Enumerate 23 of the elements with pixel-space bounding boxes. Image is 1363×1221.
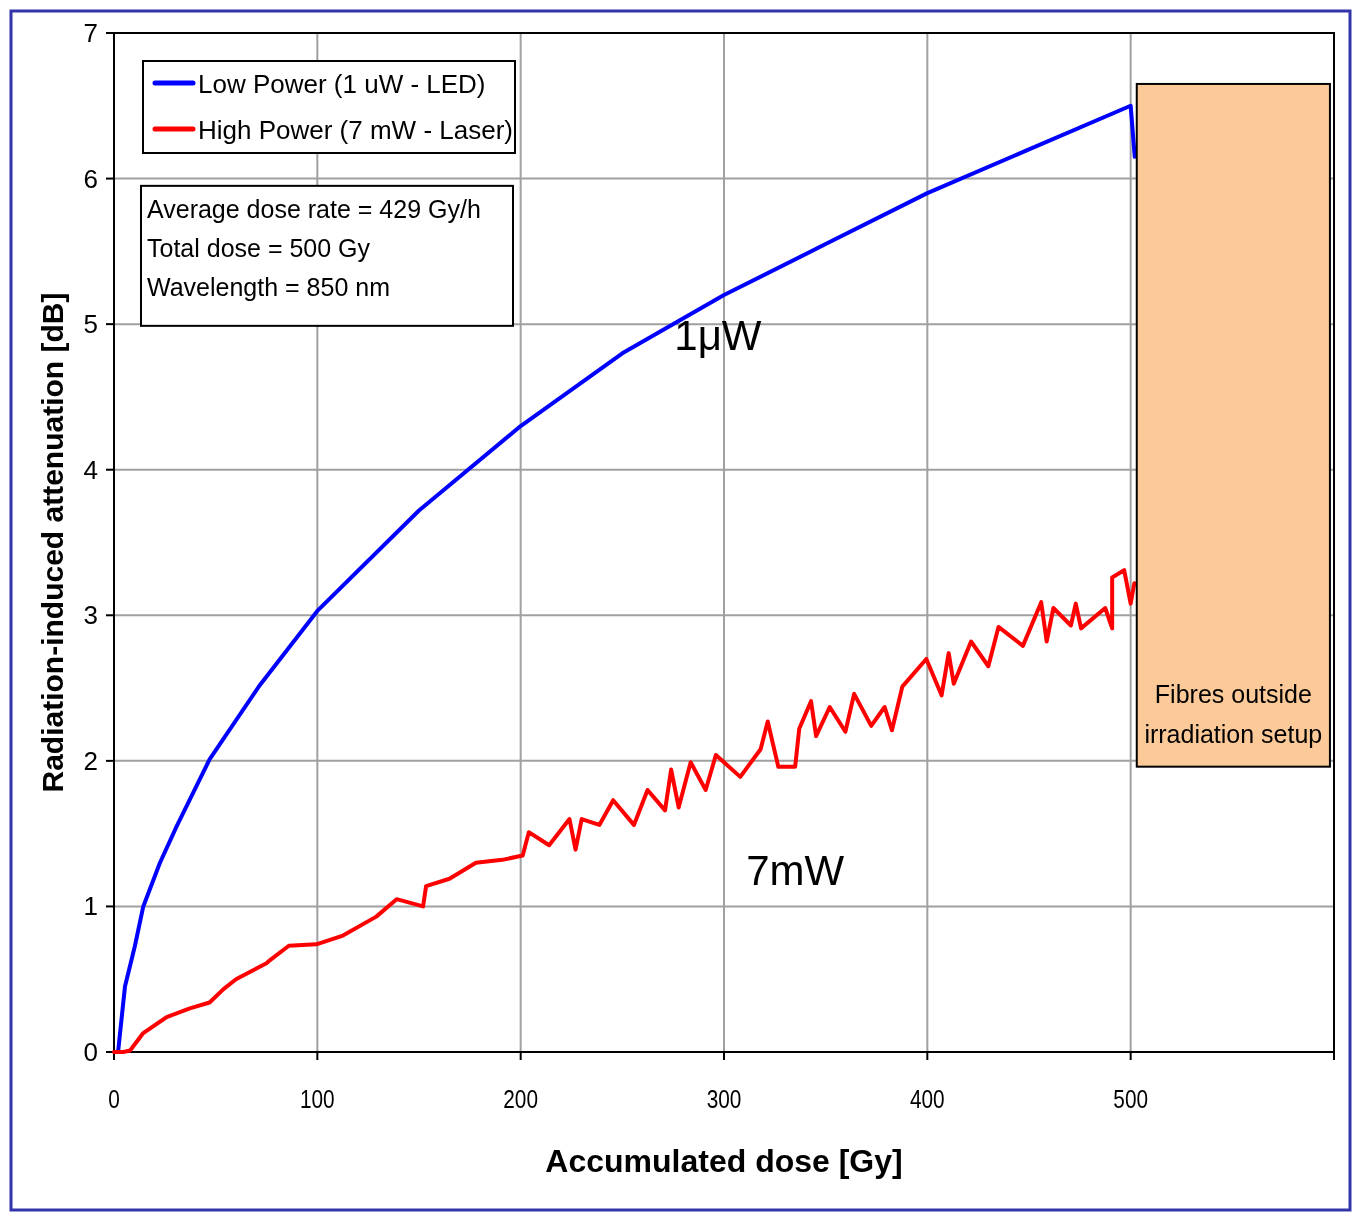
y-tick-label: 7 <box>83 18 98 48</box>
y-tick-label: 1 <box>83 891 98 922</box>
x-tick-label: 300 <box>706 1084 742 1114</box>
y-tick-label: 4 <box>83 454 98 485</box>
x-tick-label: 400 <box>909 1084 945 1114</box>
annotation: Fibres outside irradiation setup <box>1144 679 1323 748</box>
annotation: 1μW <box>674 312 762 360</box>
x-tick-label: 500 <box>1113 1084 1149 1114</box>
legend-label: Low Power (1 uW - LED) <box>198 69 486 99</box>
y-axis-title: Radiation-induced attenuation [dB] <box>36 292 69 793</box>
x-tick-label: 100 <box>299 1084 335 1114</box>
y-tick-label: 5 <box>83 309 98 340</box>
annotation: Average dose rate = 429 Gy/h Total dose = 500 Gy Wavelength = 850 nm <box>147 194 481 301</box>
annotation: 7mW <box>746 846 845 894</box>
y-tick-label: 2 <box>83 745 98 776</box>
y-tick-label: 0 <box>83 1037 98 1067</box>
line-series <box>112 568 1137 1054</box>
x-tick-label: 0 <box>108 1084 120 1114</box>
y-tick-label: 3 <box>83 600 98 631</box>
x-tick-label: 200 <box>503 1084 539 1114</box>
y-tick-label: 6 <box>83 163 98 194</box>
x-axis-title: Accumulated dose [Gy] <box>545 1143 903 1179</box>
legend-label: High Power (7 mW - Laser) <box>198 115 513 145</box>
